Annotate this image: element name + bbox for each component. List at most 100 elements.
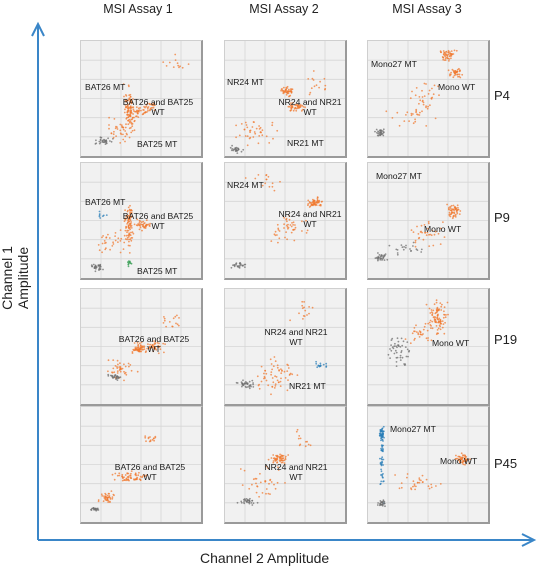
droplet-point xyxy=(447,69,450,72)
droplet-point xyxy=(417,333,420,336)
droplet-cloud xyxy=(235,300,328,396)
droplet-point xyxy=(130,239,133,242)
droplet-point xyxy=(388,244,391,247)
droplet-point xyxy=(252,478,255,481)
droplet-point xyxy=(172,317,175,320)
droplet-point xyxy=(145,440,147,443)
droplet-point xyxy=(412,480,415,483)
droplet-point xyxy=(441,326,444,329)
droplet-point xyxy=(127,108,130,110)
droplet-point xyxy=(114,232,117,234)
droplet-point xyxy=(301,108,304,111)
droplet-point xyxy=(136,112,139,115)
droplet-point xyxy=(264,369,267,372)
droplet-point xyxy=(459,76,462,79)
droplet-point xyxy=(116,359,119,362)
droplet-point xyxy=(312,70,315,72)
droplet-point xyxy=(276,366,279,369)
droplet-point xyxy=(424,231,427,234)
droplet-point xyxy=(276,223,279,226)
droplet-point xyxy=(125,95,128,97)
droplet-point xyxy=(287,367,290,369)
droplet-point xyxy=(244,499,247,501)
droplet-point xyxy=(125,214,128,217)
droplet-point xyxy=(135,115,137,118)
droplet-point xyxy=(114,239,117,242)
droplet-point xyxy=(279,453,281,456)
droplet-point xyxy=(126,103,129,106)
droplet-point xyxy=(309,205,312,208)
droplet-point xyxy=(281,89,284,92)
droplet-point xyxy=(112,136,115,139)
droplet-point xyxy=(133,479,136,481)
droplet-point xyxy=(147,437,150,440)
droplet-point xyxy=(274,487,277,490)
droplet-point xyxy=(414,120,417,123)
droplet-point xyxy=(107,359,110,362)
droplet-point xyxy=(125,123,127,126)
droplet-point xyxy=(265,488,268,490)
droplet-point xyxy=(107,233,109,236)
droplet-point xyxy=(316,197,319,200)
droplet-point xyxy=(119,362,121,365)
droplet-point xyxy=(277,228,280,231)
droplet-point xyxy=(265,492,267,495)
droplet-point xyxy=(146,347,149,350)
droplet-cloud xyxy=(90,204,151,273)
droplet-point xyxy=(260,365,263,368)
droplet-point xyxy=(127,221,129,224)
droplet-point xyxy=(104,143,107,145)
droplet-point xyxy=(417,233,420,235)
droplet-point xyxy=(311,306,314,309)
droplet-point xyxy=(379,483,382,486)
droplet-point xyxy=(296,104,299,107)
droplet-point xyxy=(145,350,147,353)
droplet-point xyxy=(229,146,232,149)
droplet-point xyxy=(99,141,102,144)
droplet-point xyxy=(94,270,97,273)
droplet-point xyxy=(435,321,438,324)
droplet-point xyxy=(280,89,282,92)
droplet-point xyxy=(126,105,129,108)
droplet-point xyxy=(290,225,293,228)
droplet-point xyxy=(267,175,270,178)
droplet-point xyxy=(252,502,255,505)
droplet-point xyxy=(272,381,275,384)
droplet-point xyxy=(449,52,451,55)
droplet-point xyxy=(296,428,299,431)
droplet-point xyxy=(113,130,115,133)
droplet-point xyxy=(383,259,386,261)
droplet-point xyxy=(103,138,105,141)
label-bat-wt: BAT26 and BAT25 WT xyxy=(122,97,194,117)
droplet-point xyxy=(410,488,413,491)
droplet-point xyxy=(283,90,286,93)
droplet-point xyxy=(124,365,127,368)
label-mono-wt: Mono WT xyxy=(432,338,470,348)
droplet-point xyxy=(141,229,143,232)
droplet-point xyxy=(271,385,274,388)
droplet-point xyxy=(133,342,136,344)
droplet-point xyxy=(410,114,413,117)
droplet-point xyxy=(277,241,279,244)
label-mono-wt: Mono WT xyxy=(440,456,478,466)
droplet-point xyxy=(157,352,160,355)
droplet-point xyxy=(396,346,398,349)
droplet-point xyxy=(428,487,431,490)
panel-grid xyxy=(81,163,201,278)
droplet-point xyxy=(448,60,450,62)
droplet-point xyxy=(152,346,154,348)
droplet-point xyxy=(163,319,166,322)
droplet-point xyxy=(380,449,383,451)
droplet-point xyxy=(258,387,261,390)
droplet-point xyxy=(430,339,433,342)
droplet-point xyxy=(95,266,98,269)
droplet-point xyxy=(290,89,292,92)
droplet-point xyxy=(99,138,102,141)
droplet-point xyxy=(285,231,287,233)
droplet-point xyxy=(391,117,394,119)
droplet-point xyxy=(376,504,379,506)
droplet-point xyxy=(129,222,132,225)
droplet-point xyxy=(248,380,251,383)
droplet-point xyxy=(132,108,135,111)
droplet-point xyxy=(298,435,301,437)
